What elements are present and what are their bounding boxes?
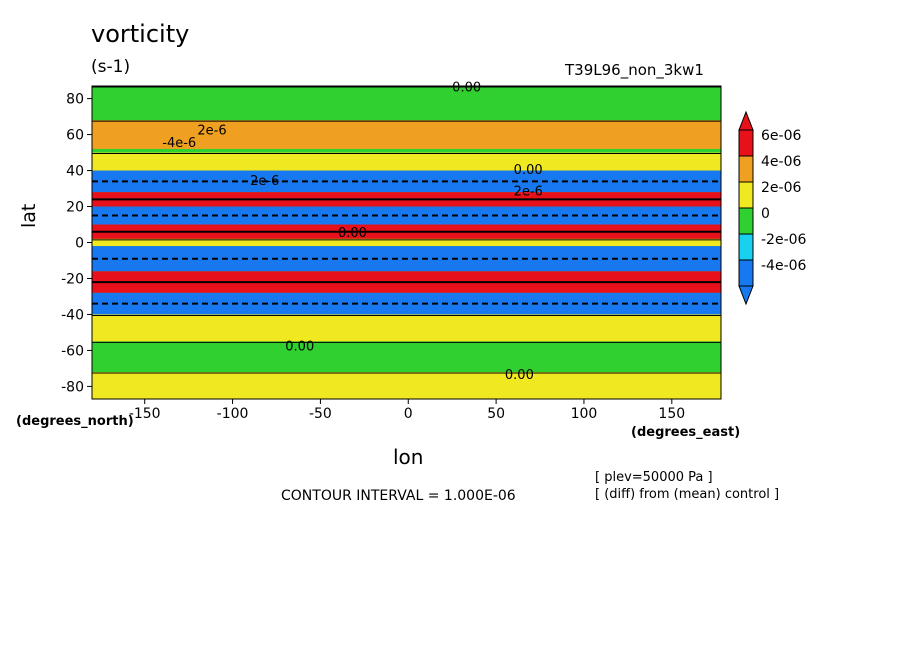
y-tick-label: 40: [66, 164, 84, 180]
chart-title: vorticity: [91, 20, 190, 48]
contour-label: 0.00: [338, 226, 367, 241]
colorbar-label: 2e-06: [761, 180, 801, 196]
contour-label: 2e-6: [197, 124, 226, 139]
contour-label: 0.00: [514, 163, 543, 178]
colorbar-swatch: [738, 233, 754, 261]
x-tick-label: -150: [129, 406, 161, 422]
vorticity-band-2: [92, 152, 721, 171]
vorticity-band-0: [92, 86, 721, 117]
x-axis-unit: (degrees_east): [631, 425, 741, 440]
colorbar-swatch: [738, 259, 754, 287]
y-tick-label: 20: [66, 200, 84, 216]
y-tick-label: 80: [66, 92, 84, 108]
chart-units: (s-1): [91, 57, 131, 77]
colorbar-swatch: [738, 129, 754, 157]
colorbar-label: 0: [761, 206, 770, 222]
vorticity-band-13: [92, 372, 721, 399]
y-tick-label: -40: [61, 307, 84, 323]
vorticity-band-7: [92, 238, 721, 247]
colorbar-swatch: [738, 181, 754, 209]
x-axis-label: lon: [393, 445, 424, 469]
y-tick-label: 0: [75, 236, 84, 252]
colorbar-label: 6e-06: [761, 128, 801, 144]
contour-label: -4e-6: [162, 136, 196, 151]
x-tick-label: -100: [217, 406, 249, 422]
y-tick-label: -60: [61, 343, 84, 359]
colorbar-label: -2e-06: [761, 232, 807, 248]
contour-label: 2e-6: [514, 185, 543, 200]
y-tick-label: 60: [66, 128, 84, 144]
info-diff: [ (diff) from (mean) control ]: [595, 487, 780, 502]
vorticity-band-1: [92, 120, 721, 149]
y-tick-label: -20: [61, 271, 84, 287]
x-tick-label: 150: [658, 406, 685, 422]
x-tick-label: 0: [404, 406, 413, 422]
x-tick-label: -50: [309, 406, 332, 422]
x-tick-label: 100: [571, 406, 598, 422]
colorbar-swatch: [738, 207, 754, 235]
run-name: T39L96_non_3kw1: [565, 61, 704, 79]
contour-interval: CONTOUR INTERVAL = 1.000E-06: [281, 488, 516, 504]
y-axis-unit: (degrees_north): [16, 414, 134, 429]
contour-label: 0.00: [505, 368, 534, 383]
colorbar-label: 4e-06: [761, 154, 801, 170]
contour-label: 0.00: [285, 339, 314, 354]
info-plev: [ plev=50000 Pa ]: [595, 470, 713, 485]
contour-label: 2e-6: [250, 174, 279, 189]
colorbar-top-arrow: [738, 110, 754, 131]
colorbar-bottom-arrow: [738, 285, 754, 306]
x-tick-label: 50: [487, 406, 505, 422]
colorbar-swatch: [738, 155, 754, 183]
y-tick-label: -80: [61, 379, 84, 395]
colorbar-label: -4e-06: [761, 258, 807, 274]
contour-label: 0.00: [452, 80, 481, 95]
vorticity-band-11: [92, 314, 721, 342]
vorticity-band-12: [92, 341, 721, 373]
